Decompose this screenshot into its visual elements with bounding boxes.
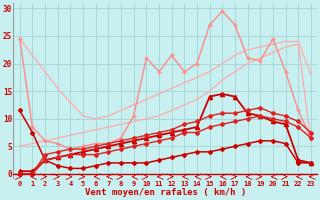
X-axis label: Vent moyen/en rafales ( km/h ): Vent moyen/en rafales ( km/h ) [85,188,246,197]
